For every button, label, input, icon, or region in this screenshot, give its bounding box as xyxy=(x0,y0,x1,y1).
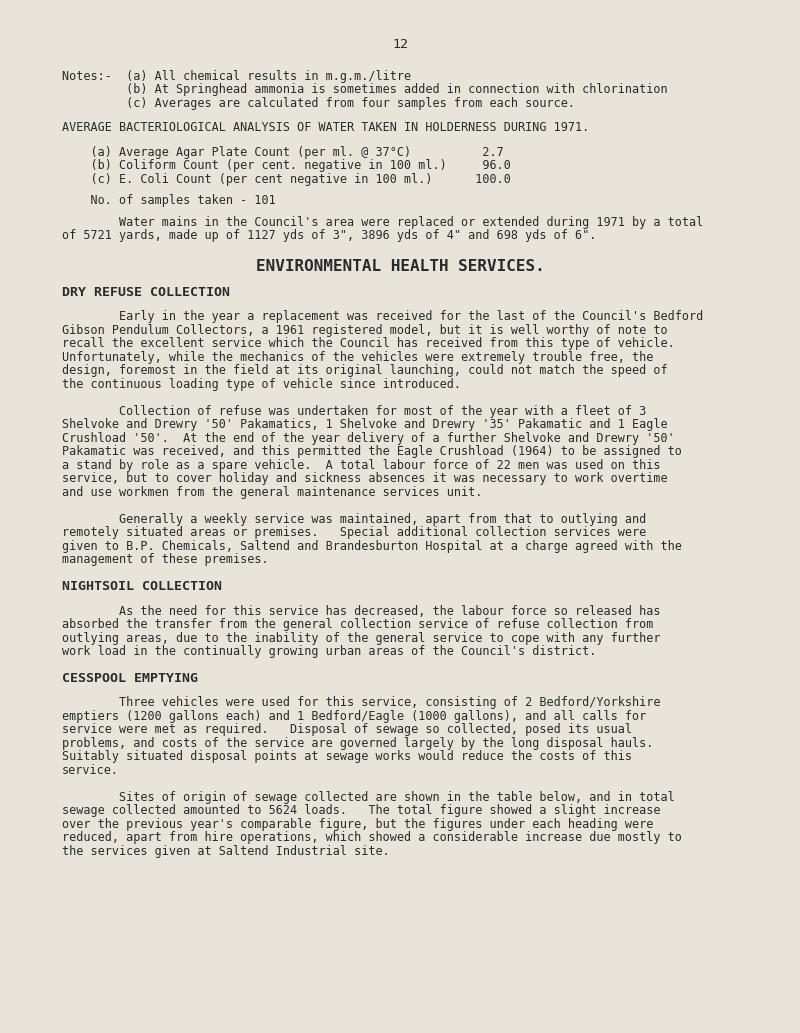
Text: sewage collected amounted to 5624 loads.   The total figure showed a slight incr: sewage collected amounted to 5624 loads.… xyxy=(62,805,661,817)
Text: Water mains in the Council's area were replaced or extended during 1971 by a tot: Water mains in the Council's area were r… xyxy=(62,216,703,228)
Text: No. of samples taken - 101: No. of samples taken - 101 xyxy=(62,194,276,208)
Text: DRY REFUSE COLLECTION: DRY REFUSE COLLECTION xyxy=(62,286,230,299)
Text: (b) Coliform Count (per cent. negative in 100 ml.)     96.0: (b) Coliform Count (per cent. negative i… xyxy=(62,159,511,173)
Text: Unfortunately, while the mechanics of the vehicles were extremely trouble free, : Unfortunately, while the mechanics of th… xyxy=(62,351,654,364)
Text: AVERAGE BACTERIOLOGICAL ANALYSIS OF WATER TAKEN IN HOLDERNESS DURING 1971.: AVERAGE BACTERIOLOGICAL ANALYSIS OF WATE… xyxy=(62,121,590,134)
Text: remotely situated areas or premises.   Special additional collection services we: remotely situated areas or premises. Spe… xyxy=(62,526,646,539)
Text: design, foremost in the field at its original launching, could not match the spe: design, foremost in the field at its ori… xyxy=(62,365,668,377)
Text: Early in the year a replacement was received for the last of the Council's Bedfo: Early in the year a replacement was rece… xyxy=(62,310,703,323)
Text: Sites of origin of sewage collected are shown in the table below, and in total: Sites of origin of sewage collected are … xyxy=(62,791,674,804)
Text: Suitably situated disposal points at sewage works would reduce the costs of this: Suitably situated disposal points at sew… xyxy=(62,750,632,763)
Text: Pakamatic was received, and this permitted the Eagle Crushload (1964) to be assi: Pakamatic was received, and this permitt… xyxy=(62,445,682,459)
Text: service were met as required.   Disposal of sewage so collected, posed its usual: service were met as required. Disposal o… xyxy=(62,723,632,737)
Text: Three vehicles were used for this service, consisting of 2 Bedford/Yorkshire: Three vehicles were used for this servic… xyxy=(62,696,661,710)
Text: the services given at Saltend Industrial site.: the services given at Saltend Industrial… xyxy=(62,845,390,857)
Text: Collection of refuse was undertaken for most of the year with a fleet of 3: Collection of refuse was undertaken for … xyxy=(62,405,646,417)
Text: the continuous loading type of vehicle since introduced.: the continuous loading type of vehicle s… xyxy=(62,378,461,390)
Text: Gibson Pendulum Collectors, a 1961 registered model, but it is well worthy of no: Gibson Pendulum Collectors, a 1961 regis… xyxy=(62,323,668,337)
Text: recall the excellent service which the Council has received from this type of ve: recall the excellent service which the C… xyxy=(62,338,674,350)
Text: of 5721 yards, made up of 1127 yds of 3", 3896 yds of 4" and 698 yds of 6".: of 5721 yards, made up of 1127 yds of 3"… xyxy=(62,229,596,243)
Text: service, but to cover holiday and sickness absences it was necessary to work ove: service, but to cover holiday and sickne… xyxy=(62,472,668,486)
Text: a stand by role as a spare vehicle.  A total labour force of 22 men was used on : a stand by role as a spare vehicle. A to… xyxy=(62,459,661,472)
Text: management of these premises.: management of these premises. xyxy=(62,554,269,566)
Text: given to B.P. Chemicals, Saltend and Brandesburton Hospital at a charge agreed w: given to B.P. Chemicals, Saltend and Bra… xyxy=(62,540,682,553)
Text: service.: service. xyxy=(62,763,119,777)
Text: absorbed the transfer from the general collection service of refuse collection f: absorbed the transfer from the general c… xyxy=(62,618,654,631)
Text: Crushload '50'.  At the end of the year delivery of a further Shelvoke and Drewr: Crushload '50'. At the end of the year d… xyxy=(62,432,674,445)
Text: CESSPOOL EMPTYING: CESSPOOL EMPTYING xyxy=(62,672,198,685)
Text: (a) Average Agar Plate Count (per ml. @ 37°C)          2.7: (a) Average Agar Plate Count (per ml. @ … xyxy=(62,146,504,159)
Text: Generally a weekly service was maintained, apart from that to outlying and: Generally a weekly service was maintaine… xyxy=(62,512,646,526)
Text: problems, and costs of the service are governed largely by the long disposal hau: problems, and costs of the service are g… xyxy=(62,737,654,750)
Text: ENVIRONMENTAL HEALTH SERVICES.: ENVIRONMENTAL HEALTH SERVICES. xyxy=(256,259,544,274)
Text: (c) E. Coli Count (per cent negative in 100 ml.)      100.0: (c) E. Coli Count (per cent negative in … xyxy=(62,173,511,186)
Text: 12: 12 xyxy=(392,38,408,51)
Text: NIGHTSOIL COLLECTION: NIGHTSOIL COLLECTION xyxy=(62,581,222,593)
Text: over the previous year's comparable figure, but the figures under each heading w: over the previous year's comparable figu… xyxy=(62,818,654,831)
Text: (c) Averages are calculated from four samples from each source.: (c) Averages are calculated from four sa… xyxy=(62,97,575,109)
Text: Notes:-  (a) All chemical results in m.g.m./litre: Notes:- (a) All chemical results in m.g.… xyxy=(62,70,411,83)
Text: As the need for this service has decreased, the labour force so released has: As the need for this service has decreas… xyxy=(62,604,661,618)
Text: emptiers (1200 gallons each) and 1 Bedford/Eagle (1000 gallons), and all calls f: emptiers (1200 gallons each) and 1 Bedfo… xyxy=(62,710,646,723)
Text: outlying areas, due to the inability of the general service to cope with any fur: outlying areas, due to the inability of … xyxy=(62,631,661,645)
Text: work load in the continually growing urban areas of the Council's district.: work load in the continually growing urb… xyxy=(62,645,596,658)
Text: (b) At Springhead ammonia is sometimes added in connection with chlorination: (b) At Springhead ammonia is sometimes a… xyxy=(62,84,668,96)
Text: Shelvoke and Drewry '50' Pakamatics, 1 Shelvoke and Drewry '35' Pakamatic and 1 : Shelvoke and Drewry '50' Pakamatics, 1 S… xyxy=(62,418,668,432)
Text: reduced, apart from hire operations, which showed a considerable increase due mo: reduced, apart from hire operations, whi… xyxy=(62,832,682,844)
Text: and use workmen from the general maintenance services unit.: and use workmen from the general mainten… xyxy=(62,486,482,499)
